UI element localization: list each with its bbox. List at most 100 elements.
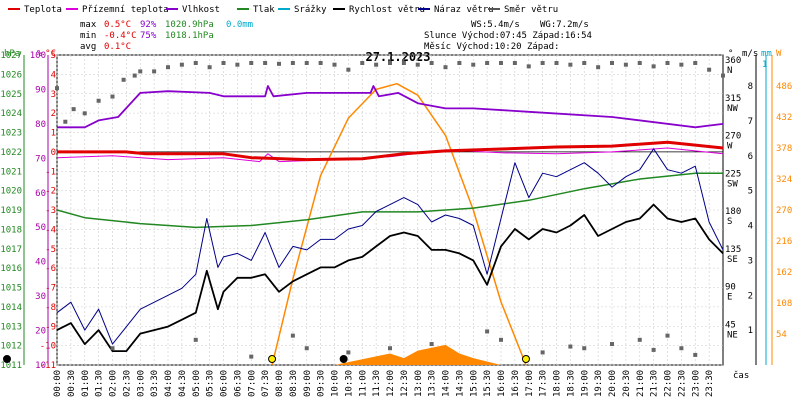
series-solar (271, 82, 527, 366)
wind-dir-point (304, 346, 309, 351)
axis-degc-tick: 3 (51, 90, 56, 100)
x-tick-label: 21:00 (636, 370, 646, 397)
legend-label: Tlak (253, 5, 275, 15)
wind-dir-point (554, 61, 559, 65)
axis-hpa-tick: 1019 (0, 206, 22, 216)
wind-dir-point (485, 61, 490, 65)
axis-w-tick: 108 (776, 299, 792, 309)
axis-dir-tick: 225 (725, 169, 741, 179)
axis-hpa-tick: 1021 (0, 167, 22, 177)
wind-dir-point (540, 61, 545, 65)
axis-pct-tick: 80 (35, 120, 46, 130)
x-tick-label: 13:30 (428, 370, 438, 397)
x-tick-label: 15:30 (483, 370, 493, 397)
wind-dir-point (721, 73, 725, 78)
wind-dir-point (665, 61, 670, 65)
wind-dir-point (429, 342, 434, 347)
axis-dir-tick: 270 (725, 132, 741, 142)
x-tick-label: 01:00 (81, 370, 91, 397)
axis-hpa-tick: 1022 (0, 148, 22, 158)
axis-degc-tick: -8 (45, 303, 56, 313)
axis-dir-label: ° (728, 49, 733, 59)
x-tick-label: 15:00 (469, 370, 479, 397)
axis-w-tick: 324 (776, 175, 792, 185)
x-tick-label: 03:30 (150, 370, 160, 397)
axis-w-tick: 216 (776, 237, 792, 247)
axis-w-tick: 378 (776, 144, 792, 154)
axis-degc-tick: -11 (40, 361, 56, 371)
wind-dir-point (526, 64, 531, 69)
series-humidity (57, 85, 724, 129)
wind-dir-point (651, 347, 656, 352)
wind-dir-point (235, 62, 240, 67)
series-wind-gust (56, 148, 724, 345)
axis-hpa-tick: 1025 (0, 90, 22, 100)
axis-pct-tick: 40 (35, 258, 46, 268)
x-tick-label: 21:30 (650, 370, 660, 397)
wind-dir-point (637, 337, 642, 342)
wind-dir-point (693, 352, 698, 357)
stat-moon: Měsíc Východ:10:20 Západ: (424, 42, 559, 52)
wind-dir-point (179, 62, 184, 67)
x-tick-label: 11:30 (372, 370, 382, 397)
axis-ms-tick: 1 (748, 326, 753, 336)
x-tick-label: 20:00 (608, 370, 618, 397)
wind-dir-point (63, 119, 68, 124)
moon-marker (3, 355, 11, 363)
wind-dir-point (110, 346, 115, 351)
x-tick-label: 02:30 (122, 370, 132, 397)
wind-dir-point (665, 333, 670, 338)
legend-label: Srážky (294, 5, 327, 15)
axis-pct-tick: 90 (35, 85, 46, 95)
axis-pct-label: % (37, 49, 43, 59)
wind-dir-point (374, 62, 379, 67)
axis-dir-tick: 135 (725, 245, 741, 255)
wind-dir-point (582, 61, 587, 65)
wind-dir-point (623, 62, 628, 67)
axis-hpa-tick: 1023 (0, 129, 22, 139)
stat-max-hum: 92% (140, 20, 157, 30)
wind-dir-point (485, 329, 490, 334)
axis-w-tick: 162 (776, 268, 792, 278)
wind-dir-point (499, 337, 503, 342)
axis-pct-tick: 100 (30, 51, 46, 61)
sunrise-marker (268, 355, 277, 363)
x-tick-label: 04:30 (178, 370, 188, 397)
legend: Teplota Přízemní teplota Vlhkost Tlak Srážky… (8, 5, 558, 15)
axis-w-tick: 54 (776, 330, 787, 340)
wind-dir-point (388, 61, 392, 65)
axis-ms-tick: 7 (748, 117, 753, 127)
axis-degc-tick: -9 (45, 322, 56, 332)
axis-w-label: W (776, 49, 782, 59)
x-tick-label: 14:00 (442, 370, 452, 397)
wind-dir-point (318, 61, 323, 65)
axis-dir-name: W (727, 142, 733, 152)
chart-title: 27.1.2023 (365, 50, 430, 64)
x-tick-label: 22:00 (664, 370, 674, 397)
wind-dir-point (207, 65, 212, 70)
moonrise-marker (339, 355, 348, 363)
wind-dir-point (263, 61, 268, 65)
series-temp (57, 140, 724, 162)
wind-dir-point (110, 94, 115, 99)
axis-dir-name: N (727, 66, 732, 76)
wind-dir-point (304, 61, 309, 65)
axis-degc-tick: -2 (45, 187, 56, 197)
x-tick-label: 03:00 (136, 370, 146, 397)
axis-degc-tick: 1 (51, 129, 56, 139)
wind-dir-point (346, 350, 351, 355)
axis-ms-tick: 8 (748, 82, 753, 92)
axis-pct-tick: 60 (35, 189, 46, 199)
x-tick-label: 02:00 (109, 370, 119, 397)
x-tick-label: 09:00 (303, 370, 313, 397)
legend-label: Teplota (24, 5, 62, 15)
wind-dir-point (121, 77, 126, 82)
stat-ws: WS:5.4m/s (471, 20, 520, 30)
legend-label: Směr větru (504, 5, 558, 15)
wind-dir-point (443, 65, 448, 70)
axis-w-tick: 270 (776, 206, 792, 216)
x-tick-label: 08:30 (289, 370, 299, 397)
wind-dir-point (637, 61, 642, 65)
axis-degc-tick: 4 (51, 70, 56, 80)
axis-degc-tick: -5 (45, 245, 56, 255)
